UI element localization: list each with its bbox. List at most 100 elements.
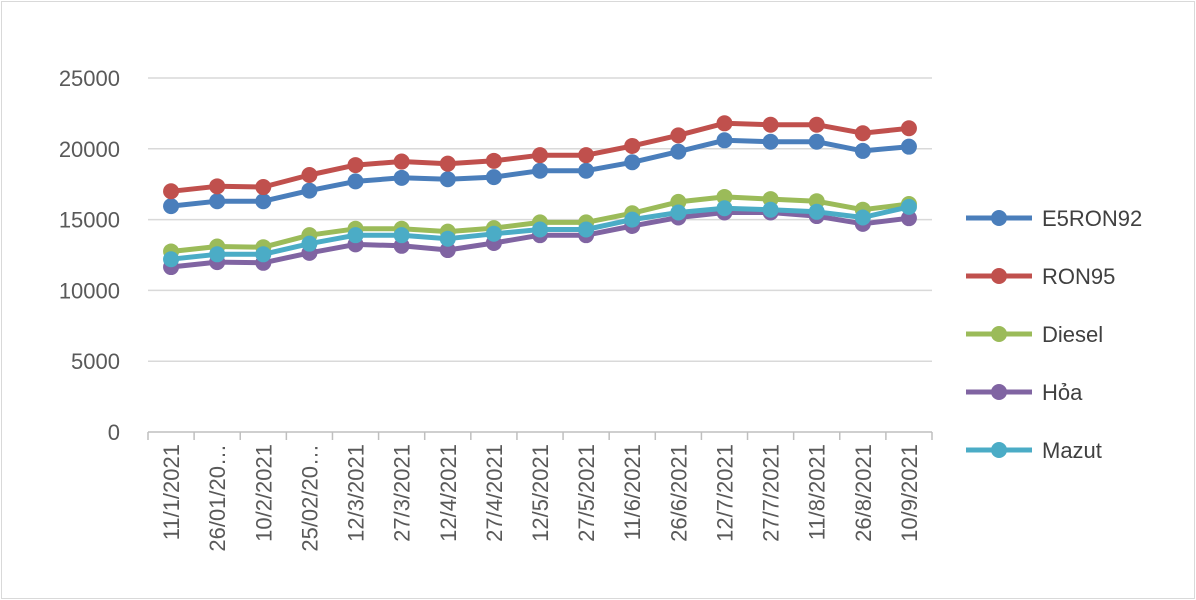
x-tick-label: 27/7/2021 [759,444,784,542]
data-point [163,198,180,215]
data-point [255,193,272,210]
data-point [578,162,595,179]
data-point [854,125,871,142]
data-point [255,179,272,196]
y-tick-label: 15000 [59,208,120,233]
data-point [347,157,364,174]
gridlines [148,77,932,362]
series-mazut [163,198,917,268]
data-point [439,242,456,259]
data-point [209,193,226,210]
data-point [716,188,733,205]
legend-item: Mazut [966,438,1102,463]
data-point [716,132,733,149]
series-ron95 [163,115,917,200]
x-tick-label: 11/8/2021 [805,444,830,540]
data-point [900,210,917,227]
data-point [624,154,641,171]
data-point [716,115,733,132]
y-tick-label: 20000 [59,137,120,162]
y-tick-label: 10000 [59,278,120,303]
data-point [670,143,687,160]
data-point [624,137,641,154]
data-point [301,235,318,252]
x-tick-label: 10/9/2021 [897,444,922,542]
data-point [393,169,410,186]
legend-marker [991,326,1007,342]
y-axis-ticks: 0 5000 10000 15000 20000 25000 [59,66,120,445]
x-tick-label: 11/1/2021 [159,444,184,540]
x-tick-label: 12/5/2021 [528,444,553,542]
x-tick-label: 25/02/20… [297,444,322,552]
data-point [762,201,779,218]
data-point [393,227,410,244]
data-point [532,147,548,164]
data-point [900,198,917,215]
legend-item: Diesel [966,322,1103,347]
data-point [670,127,687,144]
x-tick-label: 12/3/2021 [344,444,369,542]
y-tick-label: 0 [108,420,120,445]
data-point [439,230,456,247]
x-tick-label: 26/01/20… [205,444,230,552]
data-point [163,183,180,200]
data-point [485,169,502,186]
data-point [808,203,825,220]
legend-label: Hỏa [1042,380,1083,405]
y-tick-label: 5000 [71,349,120,374]
x-axis-ticks: 11/1/2021 26/01/20… 10/2/2021 25/02/20… 12/3… [159,444,922,552]
data-point [301,166,318,183]
data-point [485,152,502,169]
data-point [854,142,871,159]
legend-label: E5RON92 [1042,206,1142,231]
data-point [532,162,548,179]
data-point [485,225,502,242]
data-point [255,246,272,263]
legend-marker [991,384,1007,400]
data-point [900,138,917,155]
legend-label: Mazut [1042,438,1102,463]
data-point [532,221,548,238]
data-point [854,209,871,226]
data-point [762,133,779,150]
data-point [439,155,456,172]
data-point [301,182,318,199]
x-tick-label: 12/7/2021 [712,444,737,542]
data-point [209,178,226,195]
data-point [716,200,733,217]
legend-marker [991,268,1007,284]
legend-marker [991,210,1007,226]
data-point [163,251,180,268]
data-point [347,173,364,190]
data-point [578,147,595,164]
data-point [347,227,364,244]
data-point [670,204,687,221]
x-tick-label: 26/8/2021 [851,444,876,542]
data-point [900,120,917,137]
data-point [808,133,825,150]
legend-marker [991,442,1007,458]
data-point [762,116,779,133]
legend-item: RON95 [966,264,1115,289]
data-point [624,211,641,228]
x-tick-label: 10/2/2021 [251,444,276,542]
data-point [393,153,410,170]
x-axis [147,431,933,440]
legend-item: E5RON92 [966,206,1142,231]
data-point [808,116,825,133]
data-point [578,221,595,238]
x-tick-label: 26/6/2021 [666,444,691,542]
legend-item: Hỏa [966,380,1083,405]
x-tick-label: 27/3/2021 [390,444,415,542]
data-point [209,246,226,263]
series-group [163,115,917,276]
x-tick-label: 12/4/2021 [436,444,461,542]
data-point [439,171,456,188]
series-e5ron92 [163,132,917,215]
x-tick-label: 27/5/2021 [574,444,599,542]
legend-label: Diesel [1042,322,1103,347]
x-tick-label: 11/6/2021 [620,444,645,540]
x-tick-label: 27/4/2021 [482,444,507,542]
